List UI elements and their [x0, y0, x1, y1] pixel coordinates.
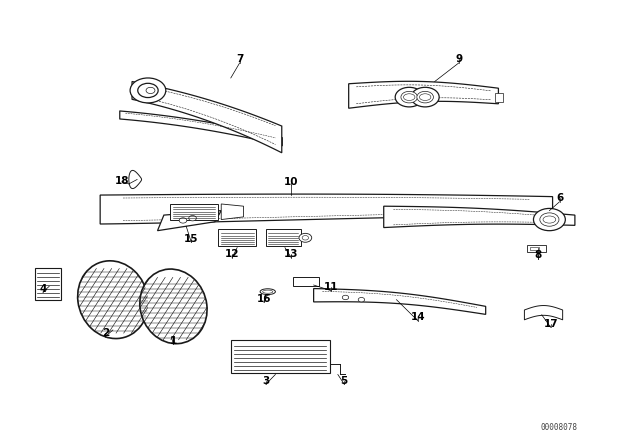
Text: 16: 16	[257, 294, 271, 304]
Text: 9: 9	[455, 54, 463, 64]
FancyBboxPatch shape	[35, 267, 61, 300]
Circle shape	[540, 213, 559, 226]
Text: 12: 12	[225, 249, 239, 259]
Text: 3: 3	[262, 376, 269, 386]
Text: 13: 13	[284, 249, 299, 259]
Ellipse shape	[419, 94, 431, 100]
Ellipse shape	[140, 269, 207, 344]
Circle shape	[417, 91, 433, 103]
Circle shape	[138, 83, 158, 98]
FancyBboxPatch shape	[266, 229, 301, 246]
FancyBboxPatch shape	[495, 93, 503, 102]
Circle shape	[401, 91, 417, 103]
Text: 2: 2	[102, 328, 109, 338]
Ellipse shape	[260, 289, 275, 295]
FancyBboxPatch shape	[170, 203, 218, 220]
Text: 8: 8	[534, 250, 541, 260]
Text: 11: 11	[324, 282, 339, 292]
Text: 15: 15	[184, 234, 198, 244]
Text: 10: 10	[284, 177, 299, 187]
Text: 4: 4	[39, 284, 47, 293]
Polygon shape	[384, 206, 575, 228]
Text: 7: 7	[236, 54, 243, 64]
Polygon shape	[349, 81, 499, 108]
Text: 5: 5	[340, 376, 348, 386]
Circle shape	[130, 78, 166, 103]
Circle shape	[146, 87, 155, 94]
Polygon shape	[157, 211, 221, 231]
Polygon shape	[100, 194, 552, 224]
Text: 6: 6	[556, 193, 563, 203]
Polygon shape	[221, 204, 244, 220]
Circle shape	[358, 297, 365, 302]
Circle shape	[179, 218, 187, 223]
Circle shape	[299, 233, 312, 242]
Text: 18: 18	[115, 176, 129, 186]
Circle shape	[189, 215, 196, 221]
Ellipse shape	[403, 94, 415, 100]
FancyBboxPatch shape	[218, 229, 256, 246]
Text: 17: 17	[543, 319, 558, 329]
FancyBboxPatch shape	[530, 247, 539, 250]
Circle shape	[534, 208, 565, 231]
Polygon shape	[314, 289, 486, 314]
FancyBboxPatch shape	[527, 246, 546, 252]
Circle shape	[411, 87, 439, 107]
Text: 1: 1	[170, 336, 177, 346]
Text: 14: 14	[411, 313, 426, 323]
Ellipse shape	[543, 216, 556, 223]
FancyBboxPatch shape	[293, 277, 319, 286]
Text: 00008078: 00008078	[540, 423, 577, 432]
Circle shape	[302, 236, 308, 240]
Ellipse shape	[77, 261, 148, 339]
Circle shape	[342, 295, 349, 300]
Polygon shape	[129, 170, 141, 189]
Ellipse shape	[262, 290, 273, 293]
Circle shape	[395, 87, 423, 107]
FancyBboxPatch shape	[231, 340, 330, 373]
Polygon shape	[132, 82, 282, 153]
